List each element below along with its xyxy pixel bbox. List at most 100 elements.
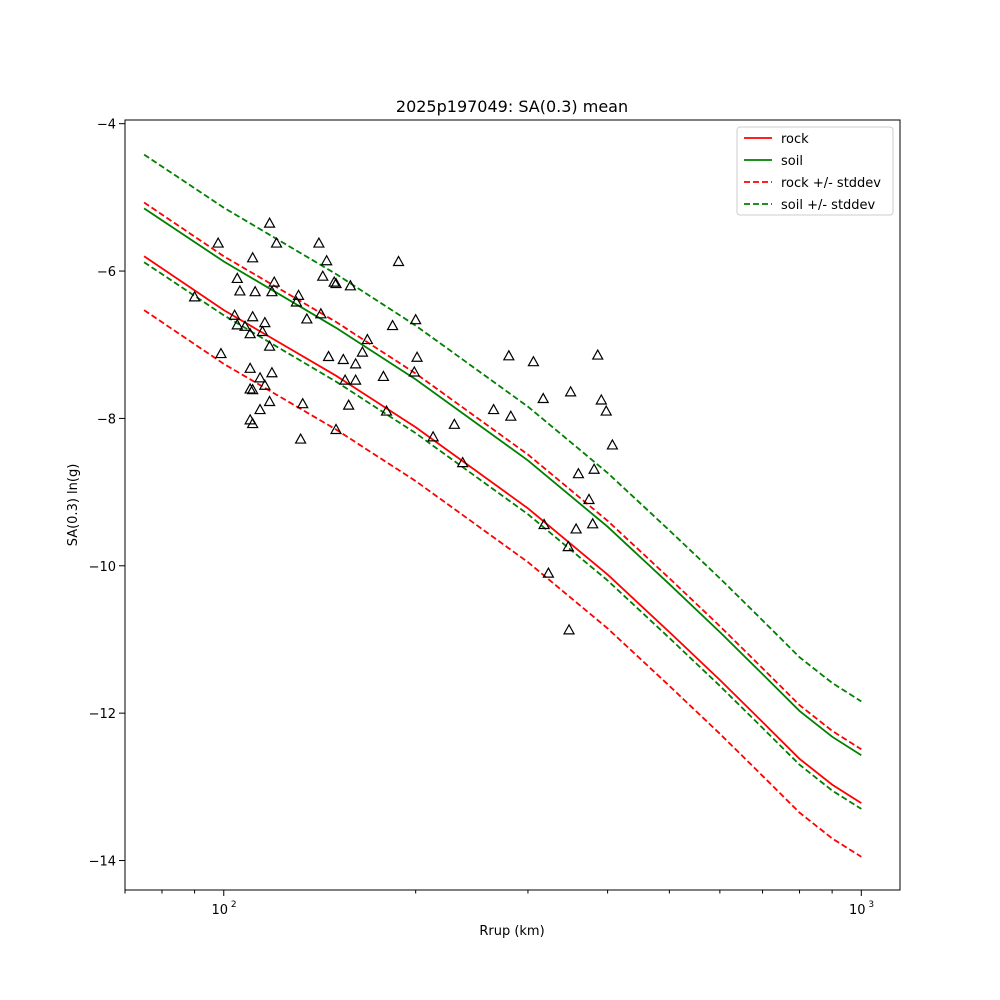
observation-point [538, 518, 551, 530]
series-line-2-dashed [143, 201, 862, 751]
x-tick-label: 10 [211, 903, 228, 918]
observation-point [542, 566, 555, 578]
observation-point [361, 333, 374, 345]
legend: rock soil rock +/- stddev soil +/- stddev [736, 126, 894, 216]
observation-point [344, 279, 357, 291]
x-axis-ticks: 10 2 10 3 [124, 890, 874, 918]
observation-point [427, 430, 440, 442]
observation-point [263, 339, 276, 351]
observation-point [563, 623, 576, 635]
y-tick-label: −8 [97, 412, 116, 427]
observation-point [330, 423, 343, 435]
observation-point [320, 254, 333, 266]
y-axis-ticks: −4 −6 −8 −10 −12 −14 [89, 118, 125, 870]
observation-point [265, 285, 278, 297]
observation-point [504, 409, 517, 421]
observation-point [294, 432, 307, 444]
observation-point [328, 275, 341, 287]
observation-point [502, 349, 515, 361]
legend-label: soil +/- stddev [781, 198, 876, 213]
observation-point [188, 290, 201, 302]
observation-point [239, 320, 252, 331]
observation-point [214, 347, 227, 359]
observation-point [582, 493, 596, 505]
x-axis-label: Rrup (km) [479, 924, 544, 939]
observation-point [265, 366, 278, 378]
series-line-3-dashed [143, 309, 862, 858]
y-tick-label: −12 [89, 707, 116, 722]
observation-point [411, 351, 424, 362]
observation-point [212, 236, 225, 248]
series-line-1-solid [143, 207, 862, 756]
observation-point [314, 307, 327, 319]
observation-point [231, 318, 244, 330]
observation-point [337, 353, 350, 365]
observation-point [231, 272, 244, 284]
observation-point [258, 316, 271, 328]
observation-point [254, 403, 267, 415]
series-layer [143, 153, 862, 858]
legend-label: rock [781, 132, 809, 147]
observation-point [316, 269, 329, 281]
plot-area [143, 153, 862, 858]
observation-point [228, 309, 241, 320]
observation-point [244, 413, 257, 425]
y-axis-label: SA(0.3) ln(g) [66, 464, 81, 547]
observation-point [606, 438, 619, 450]
y-tick-label: −4 [97, 118, 116, 133]
legend-label: soil [781, 154, 803, 169]
x-tick-label-exponent: 3 [868, 900, 874, 910]
observation-point [409, 313, 422, 325]
observation-point [244, 382, 257, 394]
observation-point [233, 284, 246, 296]
observation-point [246, 310, 259, 322]
observation-point [380, 404, 393, 416]
observation-point [263, 216, 276, 228]
observation-point [349, 357, 362, 369]
observation-point [300, 312, 313, 324]
observation-point [591, 348, 604, 360]
observation-point [448, 418, 461, 429]
observation-point [386, 319, 399, 331]
observation-point [246, 383, 259, 395]
observation-point [537, 392, 550, 404]
observation-point [392, 255, 405, 267]
y-tick-label: −6 [97, 265, 116, 280]
observation-point [246, 251, 259, 263]
x-tick-label-exponent: 2 [231, 900, 237, 910]
y-tick-label: −10 [89, 560, 116, 575]
legend-label: rock +/- stddev [781, 176, 881, 191]
observation-point [588, 463, 601, 474]
chart-title: 2025p197049: SA(0.3) mean [396, 97, 628, 116]
plot-frame [124, 119, 901, 891]
observation-point [570, 522, 583, 534]
observation-point [456, 456, 469, 468]
observation-point [322, 350, 335, 362]
observation-point [562, 540, 575, 552]
observation-point [349, 373, 362, 385]
series-line-4-dashed [143, 153, 862, 703]
observation-point [527, 355, 540, 367]
observation-point [258, 379, 271, 390]
observation-point [244, 362, 257, 373]
observation-point [342, 398, 355, 410]
observation-point [339, 373, 352, 385]
series-line-5-dashed [143, 261, 862, 810]
observation-point [268, 275, 281, 287]
observation-point [356, 345, 369, 357]
observation-points [188, 216, 619, 635]
observation-point [312, 236, 325, 248]
observation-point [292, 289, 305, 300]
observation-point [290, 295, 303, 307]
observation-point [586, 517, 599, 529]
observation-point [296, 397, 309, 409]
observation-point [564, 385, 577, 397]
legend-box [736, 126, 894, 216]
series-line-0-solid [143, 255, 862, 804]
observation-point [263, 395, 276, 407]
observation-point [249, 285, 262, 297]
observation-point [487, 403, 500, 415]
observation-point [254, 371, 267, 383]
